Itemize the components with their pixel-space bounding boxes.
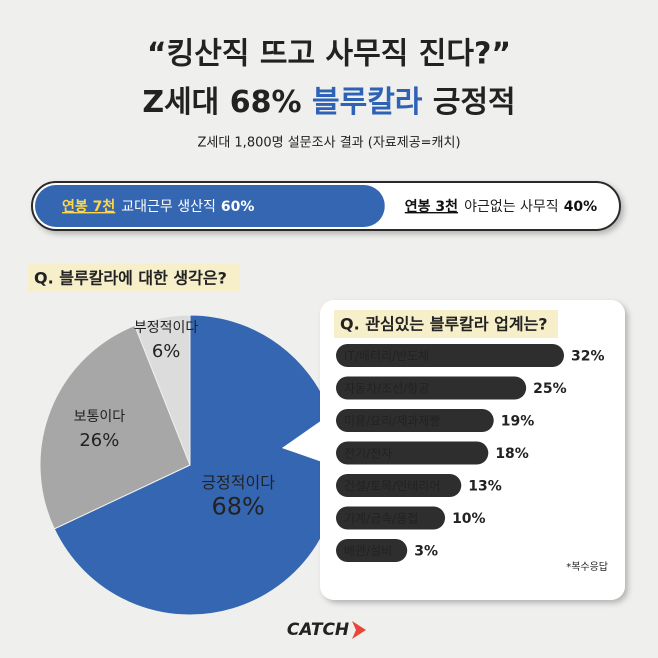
pie-category-label: 보통이다 [74,409,126,425]
panel-pointer-cover [282,420,324,462]
hbar-category-label: 자동차/조선/항공 [344,382,429,396]
title-line2: Z세대 68% 블루칼라 긍정적 [142,85,515,120]
hbar-title: Q. 관심있는 블루칼라 업계는? [340,315,548,334]
logo-arrow [352,621,366,639]
hbar-bar [336,506,446,530]
hbar-bar [336,441,489,465]
segment-name: 연봉 3천 [405,199,458,215]
title-highlight: 블루칼라 [312,85,423,120]
hbar-bar [336,539,408,562]
question-highlight [334,310,558,338]
split-bar-label: 연봉 3천 야근없는 사무직 40% [405,199,597,215]
hbar-category-label: 미용/요리/제과제빵 [344,414,440,428]
title-line1: “킹산직 뜨고 사무직 진다?” [147,37,511,72]
hbar-value-label: 19% [501,414,535,430]
pie-slice [53,314,341,616]
segment-description: 교대근무 생산직 [121,199,216,215]
title-prefix: Z세대 68% [142,85,301,120]
pie-slice [39,324,191,530]
split-bar-label: 연봉 7천 교대근무 생산직 60% [62,199,254,215]
question-highlight [28,264,240,292]
hbar-value-label: 25% [533,381,567,397]
split-bar-segment [384,185,617,227]
pie-slice [134,314,191,466]
hbar-bar [336,409,494,432]
pie-category-label: 부정적이다 [134,320,199,336]
title-suffix: 긍정적 [433,85,516,120]
hbar-category-label: 배관/설비 [344,544,392,558]
pie-value-label: 6% [152,341,181,362]
footer: CATCH [287,620,366,640]
segment-description: 야근없는 사무직 [464,199,559,215]
pie-value-label: 68% [211,493,264,521]
pie-title: Q. 블루칼라에 대한 생각은? [34,269,227,288]
hbar-bar [336,344,564,367]
subtitle: Z세대 1,800명 설문조사 결과 (자료제공=캐치) [197,136,460,151]
segment-name: 연봉 7천 [62,199,115,215]
pie-category-label: 긍정적이다 [201,473,275,492]
hbar-value-label: 32% [571,349,605,365]
hbar-bar [336,474,462,497]
hbar-category-label: 전기/전자 [344,447,392,461]
hbar-note: *복수응답 [566,561,608,573]
hbar-bar [336,376,527,400]
hbar-category-label: IT/배터리/반도체 [344,349,429,363]
segment-value: 40% [564,199,598,215]
segment-value: 60% [221,199,255,215]
logo: CATCH [287,620,349,640]
split-bar-segment [35,185,385,227]
hbar-category-label: 기계/금속/용접 [344,512,418,526]
hbar-value-label: 10% [452,511,486,527]
hbar-value-label: 3% [414,544,438,560]
hbar-value-label: 13% [468,479,502,495]
pie-value-label: 26% [79,430,119,451]
hbar-category-label: 건설/토목/인테리어 [344,479,440,493]
hbar-value-label: 18% [495,446,529,462]
